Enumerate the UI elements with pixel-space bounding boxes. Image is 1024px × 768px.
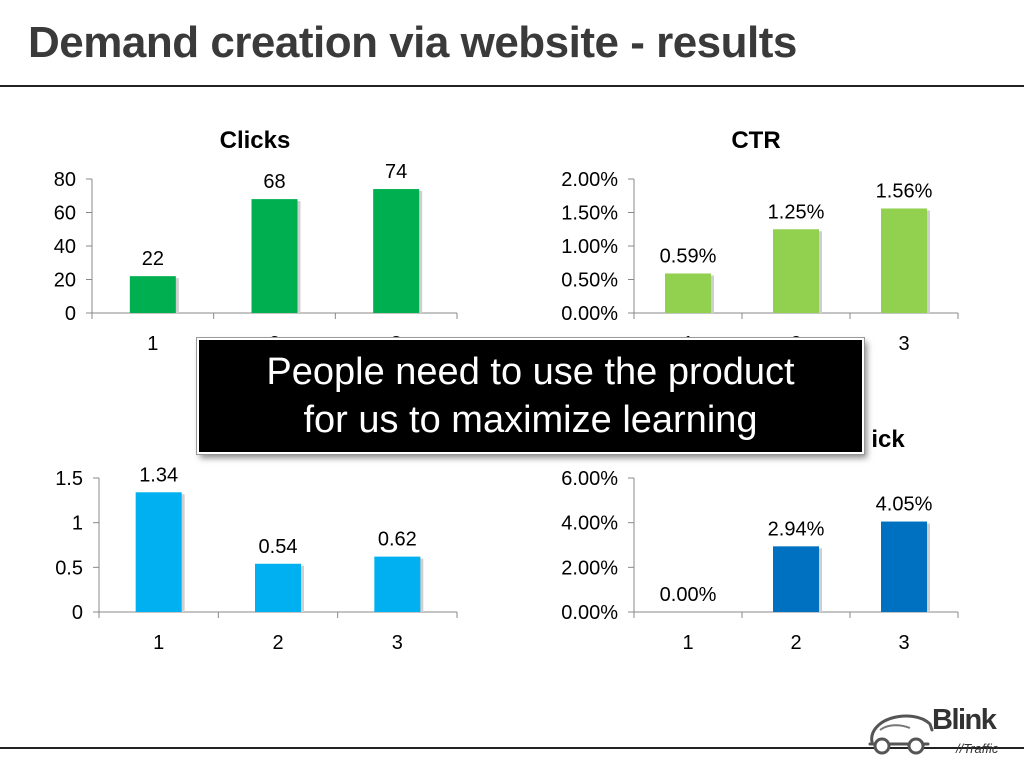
chart1-y-tick-label: 20 [54,270,76,292]
chart3-data-label: 1.34 [139,464,178,486]
chart1-y-tick-label: 40 [54,236,76,258]
callout-box: People need to use the product for us to… [197,338,864,454]
chart1-data-label: 68 [263,171,285,193]
chart1-bar [373,189,420,313]
chart1-data-label: 74 [385,161,407,183]
chart2-x-tick-label: 3 [898,333,909,355]
chart3-bar [255,563,301,612]
chart4-bar [773,546,819,612]
chart1-bar [129,276,176,313]
chart3-x-tick-label: 1 [153,632,164,654]
callout-line-1: People need to use the product [266,351,795,393]
chart4-title: ick [871,426,905,453]
slide-title: Demand creation via website - results [28,18,797,67]
chart3-data-label: 0.54 [259,536,298,558]
chart4-y-tick-label: 6.00% [561,468,618,490]
chart3-bar [374,556,421,612]
chart4-y-tick-label: 0.00% [561,602,618,624]
chart3-x-tick-label: 2 [272,632,283,654]
chart2-title: CTR [731,127,780,154]
chart1-bar [251,199,298,313]
chart4-x-tick-label: 3 [898,632,909,654]
chart4-data-label: 2.94% [768,518,825,540]
blink-car-logo-icon [868,714,934,755]
chart2-bar [665,273,711,313]
title-divider [0,85,1024,87]
logo-wordmark: Blink [932,704,997,736]
chart3-y-tick-label: 1 [72,513,83,535]
chart2-y-tick-label: 0.00% [561,303,618,325]
chart1-y-tick-label: 60 [54,203,76,225]
callout-line-2: for us to maximize learning [303,399,758,441]
chart1-y-tick-label: 0 [65,303,76,325]
chart2-y-tick-label: 1.50% [561,203,618,225]
chart4-x-tick-label: 1 [682,632,693,654]
chart4-y-tick-label: 4.00% [561,513,618,535]
chart3-x-tick-label: 3 [392,632,403,654]
chart1-data-label: 22 [142,248,164,270]
chart2-data-label: 1.25% [768,201,825,223]
chart1-x-tick-label: 1 [147,333,158,355]
chart4-x-tick-label: 2 [790,632,801,654]
chart1-y-tick-label: 80 [54,169,76,191]
chart2-bar [881,208,927,313]
chart3-bar [135,492,182,612]
chart4-data-label: 4.05% [876,494,933,516]
chart3-y-tick-label: 1.5 [55,468,83,490]
chart4-data-label: 0.00% [660,584,717,606]
chart3-data-label: 0.62 [378,529,417,551]
chart2-data-label: 0.59% [660,245,717,267]
chart4-y-tick-label: 2.00% [561,557,618,579]
chart2-y-tick-label: 1.00% [561,236,618,258]
footer-divider [0,747,1024,749]
chart1-title: Clicks [220,127,291,154]
chart2-y-tick-label: 0.50% [561,270,618,292]
chart3-y-tick-label: 0.5 [55,557,83,579]
logo-subtitle: //Traffic [956,741,999,756]
chart4-bar [881,521,927,612]
chart3-y-tick-label: 0 [72,602,83,624]
chart2-y-tick-label: 2.00% [561,169,618,191]
chart2-bar [773,229,819,313]
chart2-data-label: 1.56% [876,180,933,202]
